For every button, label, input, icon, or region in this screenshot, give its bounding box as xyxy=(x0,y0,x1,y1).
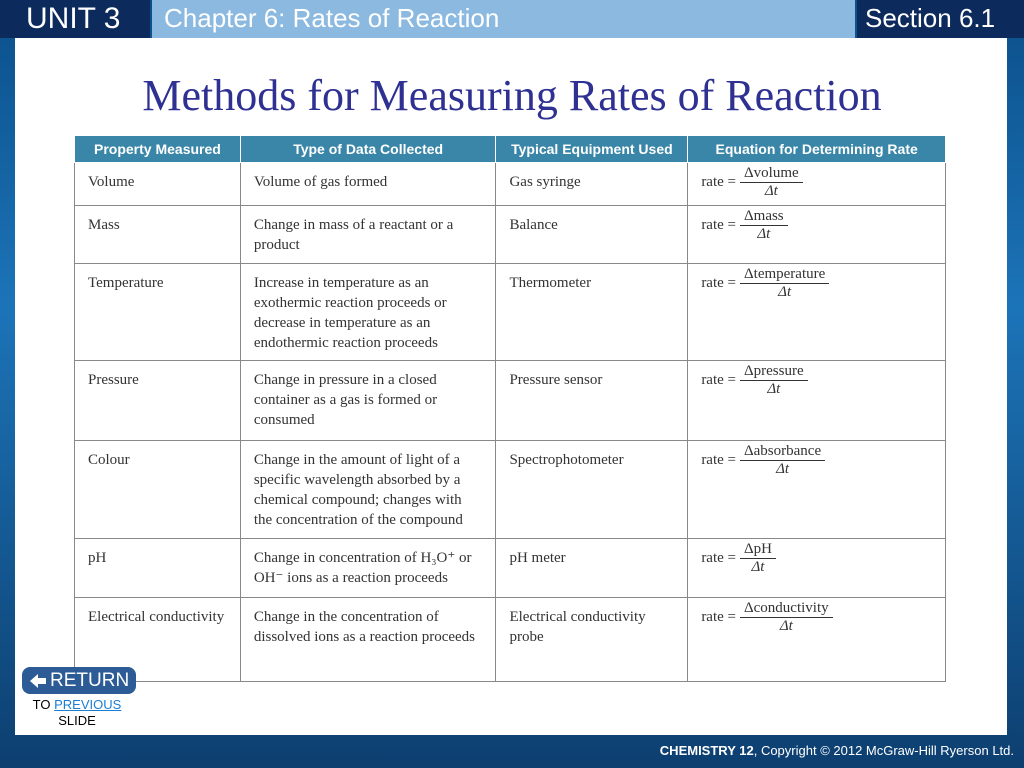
return-to: TO xyxy=(32,697,51,712)
property-cell: pH xyxy=(74,538,241,598)
table-row: pH Change in concentration of H₃O⁺ or OH⁻… xyxy=(74,538,946,598)
methods-table: Property Measured Type of Data Collected T… xyxy=(74,135,946,682)
equipment-cell: Spectrophotometer xyxy=(495,440,689,539)
equation-cell: rate = Δtemperature Δt xyxy=(687,263,946,361)
property-cell: Pressure xyxy=(74,360,241,441)
equation-cell: rate = Δpressure Δt xyxy=(687,360,946,441)
data-cell: Change in pressure in a closed container… xyxy=(239,360,497,441)
data-cell: Increase in temperature as an exothermic… xyxy=(239,263,497,361)
footer-course: CHEMISTRY 12 xyxy=(659,743,754,758)
denominator: Δt xyxy=(764,183,778,199)
equipment-cell: Thermometer xyxy=(495,263,689,361)
return-icon xyxy=(30,674,46,688)
equipment-cell: Gas syringe xyxy=(495,162,689,206)
fraction: Δabsorbance Δt xyxy=(740,443,826,478)
numerator: Δpressure xyxy=(740,363,808,381)
footer-copyright: , Copyright © 2012 McGraw-Hill Ryerson L… xyxy=(753,743,1014,758)
property-cell: Colour xyxy=(74,440,241,539)
equipment-cell: pH meter xyxy=(495,538,689,598)
footer: CHEMISTRY 12, Copyright © 2012 McGraw-Hi… xyxy=(660,743,1014,758)
return-slide: SLIDE xyxy=(58,713,96,728)
denominator: Δt xyxy=(779,618,793,634)
equation-lhs: rate = xyxy=(701,549,736,566)
unit-label: UNIT 3 xyxy=(0,0,150,38)
fraction: Δvolume Δt xyxy=(740,165,803,200)
table-body: Volume Volume of gas formed Gas syringe rat… xyxy=(74,162,946,682)
equation-lhs: rate = xyxy=(701,608,736,625)
data-cell: Volume of gas formed xyxy=(239,162,497,206)
denominator: Δt xyxy=(757,226,771,242)
equation-lhs: rate = xyxy=(701,216,736,233)
property-cell: Volume xyxy=(74,162,241,206)
numerator: Δabsorbance xyxy=(740,443,826,461)
column-header: Type of Data Collected xyxy=(239,135,497,163)
numerator: Δmass xyxy=(740,208,788,226)
return-caption: TO PREVIOUS SLIDE xyxy=(18,697,136,729)
column-header: Typical Equipment Used xyxy=(495,135,689,163)
property-cell: Mass xyxy=(74,205,241,264)
section-label: Section 6.1 xyxy=(857,0,1024,38)
fraction: ΔpH Δt xyxy=(740,541,776,576)
table-row: Mass Change in mass of a reactant or a pr… xyxy=(74,205,946,264)
denominator: Δt xyxy=(751,559,765,575)
slide-title: Methods for Measuring Rates of Reaction xyxy=(142,71,882,120)
equation-cell: rate = Δabsorbance Δt xyxy=(687,440,946,539)
equation-cell: rate = ΔpH Δt xyxy=(687,538,946,598)
previous-link[interactable]: PREVIOUS xyxy=(54,697,122,712)
column-header: Property Measured xyxy=(74,135,241,163)
fraction: Δconductivity Δt xyxy=(740,600,833,635)
equipment-cell: Electrical conductivity probe xyxy=(495,597,689,682)
chapter-label: Chapter 6: Rates of Reaction xyxy=(152,0,855,38)
equation-cell: rate = Δconductivity Δt xyxy=(687,597,946,682)
return-label: RETURN xyxy=(50,670,130,691)
column-header: Equation for Determining Rate xyxy=(687,135,946,163)
fraction: Δpressure Δt xyxy=(740,363,808,398)
table-row: Pressure Change in pressure in a closed c… xyxy=(74,360,946,441)
fraction: Δtemperature Δt xyxy=(740,266,830,301)
return-button[interactable]: RETURN xyxy=(22,667,136,694)
equation-lhs: rate = xyxy=(701,371,736,388)
table-row: Electrical conductivity Change in the con… xyxy=(74,597,946,682)
equation-lhs: rate = xyxy=(701,173,736,190)
denominator: Δt xyxy=(767,381,781,397)
equation-lhs: rate = xyxy=(701,274,736,291)
equipment-cell: Balance xyxy=(495,205,689,264)
numerator: Δconductivity xyxy=(740,600,833,618)
equation-cell: rate = Δvolume Δt xyxy=(687,162,946,206)
table-row: Colour Change in the amount of light of a… xyxy=(74,440,946,539)
denominator: Δt xyxy=(778,284,792,300)
data-cell: Change in mass of a reactant or a produc… xyxy=(239,205,497,264)
equipment-cell: Pressure sensor xyxy=(495,360,689,441)
numerator: Δvolume xyxy=(740,165,803,183)
numerator: Δtemperature xyxy=(740,266,830,284)
property-cell: Temperature xyxy=(74,263,241,361)
data-cell: Change in the concentration of dissolved… xyxy=(239,597,497,682)
fraction: Δmass Δt xyxy=(740,208,788,243)
equation-lhs: rate = xyxy=(701,451,736,468)
data-cell: Change in concentration of H₃O⁺ or OH⁻ i… xyxy=(239,538,497,598)
numerator: ΔpH xyxy=(740,541,776,559)
table-row: Volume Volume of gas formed Gas syringe rat… xyxy=(74,162,946,206)
table-row: Temperature Increase in temperature as an… xyxy=(74,263,946,361)
data-cell: Change in the amount of light of a speci… xyxy=(239,440,497,539)
header-row: Property Measured Type of Data Collected T… xyxy=(74,135,946,163)
denominator: Δt xyxy=(776,461,790,477)
equation-cell: rate = Δmass Δt xyxy=(687,205,946,264)
